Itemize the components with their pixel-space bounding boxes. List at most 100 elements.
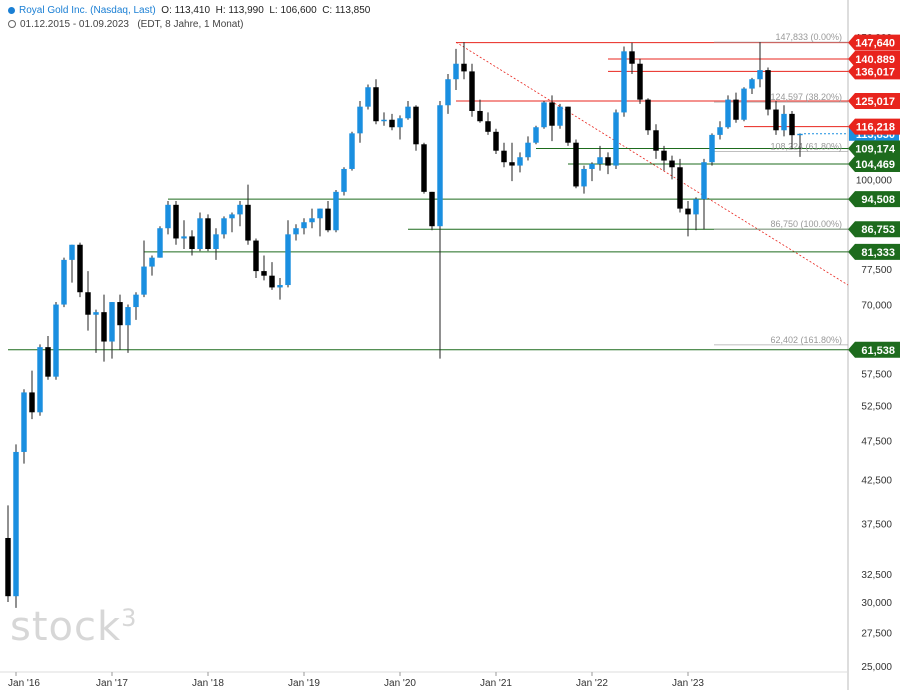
candle-body[interactable] bbox=[341, 168, 347, 192]
level-tag[interactable]: 140,889 bbox=[848, 50, 900, 67]
candle-body[interactable] bbox=[429, 191, 435, 227]
candle-body[interactable] bbox=[605, 157, 611, 166]
candle-body[interactable] bbox=[685, 208, 691, 215]
candle-body[interactable] bbox=[101, 312, 107, 342]
candle-body[interactable] bbox=[397, 118, 403, 128]
candle-body[interactable] bbox=[733, 99, 739, 120]
candle-body[interactable] bbox=[565, 106, 571, 143]
candle-body[interactable] bbox=[45, 347, 51, 377]
candle-body[interactable] bbox=[285, 234, 291, 286]
candle-body[interactable] bbox=[525, 142, 531, 158]
candle-body[interactable] bbox=[701, 162, 707, 200]
candle-body[interactable] bbox=[197, 218, 203, 250]
candle-body[interactable] bbox=[117, 302, 123, 326]
candle-body[interactable] bbox=[781, 113, 787, 131]
candle-body[interactable] bbox=[349, 133, 355, 169]
candle-body[interactable] bbox=[381, 119, 387, 122]
candle-body[interactable] bbox=[717, 127, 723, 135]
candle-body[interactable] bbox=[725, 99, 731, 128]
candle-body[interactable] bbox=[317, 208, 323, 219]
candle-body[interactable] bbox=[589, 163, 595, 169]
candle-body[interactable] bbox=[629, 51, 635, 64]
candle-body[interactable] bbox=[709, 134, 715, 163]
candle-body[interactable] bbox=[453, 63, 459, 80]
candle-body[interactable] bbox=[69, 244, 75, 260]
candle-body[interactable] bbox=[133, 294, 139, 308]
candle-body[interactable] bbox=[373, 87, 379, 122]
candle-body[interactable] bbox=[541, 102, 547, 128]
candle-body[interactable] bbox=[173, 204, 179, 239]
candle-body[interactable] bbox=[637, 63, 643, 100]
candle-body[interactable] bbox=[301, 222, 307, 229]
level-tag[interactable]: 86,753 bbox=[848, 221, 900, 238]
level-tag[interactable]: 94,508 bbox=[848, 191, 900, 208]
candle-body[interactable] bbox=[597, 157, 603, 164]
level-tag[interactable]: 81,333 bbox=[848, 243, 900, 260]
candle-body[interactable] bbox=[357, 106, 363, 134]
candle-body[interactable] bbox=[621, 51, 627, 113]
candle-body[interactable] bbox=[421, 144, 427, 192]
candle-body[interactable] bbox=[229, 214, 235, 219]
candle-body[interactable] bbox=[29, 392, 35, 413]
candle-body[interactable] bbox=[181, 236, 187, 239]
candle-body[interactable] bbox=[517, 157, 523, 166]
level-tag[interactable]: 147,640 bbox=[848, 34, 900, 51]
candle-body[interactable] bbox=[581, 168, 587, 187]
candle-body[interactable] bbox=[405, 106, 411, 119]
candle-body[interactable] bbox=[749, 79, 755, 89]
candle-body[interactable] bbox=[245, 204, 251, 241]
candle-body[interactable] bbox=[693, 199, 699, 215]
candle-body[interactable] bbox=[205, 218, 211, 250]
candle-body[interactable] bbox=[221, 218, 227, 235]
candle-body[interactable] bbox=[437, 105, 443, 227]
candle-body[interactable] bbox=[741, 88, 747, 120]
candle-body[interactable] bbox=[125, 307, 131, 326]
candle-body[interactable] bbox=[365, 87, 371, 107]
candle-body[interactable] bbox=[461, 63, 467, 72]
candle-body[interactable] bbox=[661, 150, 667, 161]
candle-body[interactable] bbox=[237, 204, 243, 215]
candle-body[interactable] bbox=[573, 142, 579, 187]
candle-body[interactable] bbox=[37, 347, 43, 413]
instrument-title[interactable]: Royal Gold Inc. (Nasdaq, Last) bbox=[19, 5, 156, 16]
candle-body[interactable] bbox=[261, 271, 267, 276]
candle-body[interactable] bbox=[61, 259, 67, 305]
candle-body[interactable] bbox=[253, 240, 259, 272]
candle-body[interactable] bbox=[469, 71, 475, 111]
candle-body[interactable] bbox=[165, 204, 171, 229]
candle-body[interactable] bbox=[509, 162, 515, 166]
candle-body[interactable] bbox=[549, 102, 555, 126]
candle-body[interactable] bbox=[669, 160, 675, 168]
candle-body[interactable] bbox=[765, 70, 771, 110]
candle-body[interactable] bbox=[413, 106, 419, 145]
candle-body[interactable] bbox=[13, 451, 19, 597]
candle-body[interactable] bbox=[53, 304, 59, 377]
candle-body[interactable] bbox=[477, 110, 483, 122]
candle-body[interactable] bbox=[653, 130, 659, 151]
level-tag[interactable]: 116,218 bbox=[848, 118, 900, 135]
candle-body[interactable] bbox=[493, 131, 499, 151]
candle-body[interactable] bbox=[645, 99, 651, 131]
candle-body[interactable] bbox=[445, 79, 451, 106]
level-tag[interactable]: 109,174 bbox=[848, 140, 900, 157]
candle-body[interactable] bbox=[293, 228, 299, 235]
candle-body[interactable] bbox=[557, 106, 563, 126]
candle-body[interactable] bbox=[613, 112, 619, 166]
candle-body[interactable] bbox=[269, 275, 275, 288]
level-tag[interactable]: 104,469 bbox=[848, 155, 900, 172]
candle-body[interactable] bbox=[149, 257, 155, 267]
candle-body[interactable] bbox=[109, 302, 115, 342]
candle-body[interactable] bbox=[757, 70, 763, 80]
candle-body[interactable] bbox=[485, 121, 491, 132]
candle-body[interactable] bbox=[797, 133, 803, 136]
candle-body[interactable] bbox=[141, 266, 147, 295]
candle-body[interactable] bbox=[677, 167, 683, 209]
candle-body[interactable] bbox=[333, 191, 339, 231]
candle-body[interactable] bbox=[77, 244, 83, 293]
candle-body[interactable] bbox=[189, 236, 195, 250]
candle-body[interactable] bbox=[5, 537, 11, 597]
level-tag[interactable]: 125,017 bbox=[848, 92, 900, 109]
candle-body[interactable] bbox=[533, 127, 539, 143]
level-tag[interactable]: 61,538 bbox=[848, 341, 900, 358]
candle-body[interactable] bbox=[21, 392, 27, 452]
